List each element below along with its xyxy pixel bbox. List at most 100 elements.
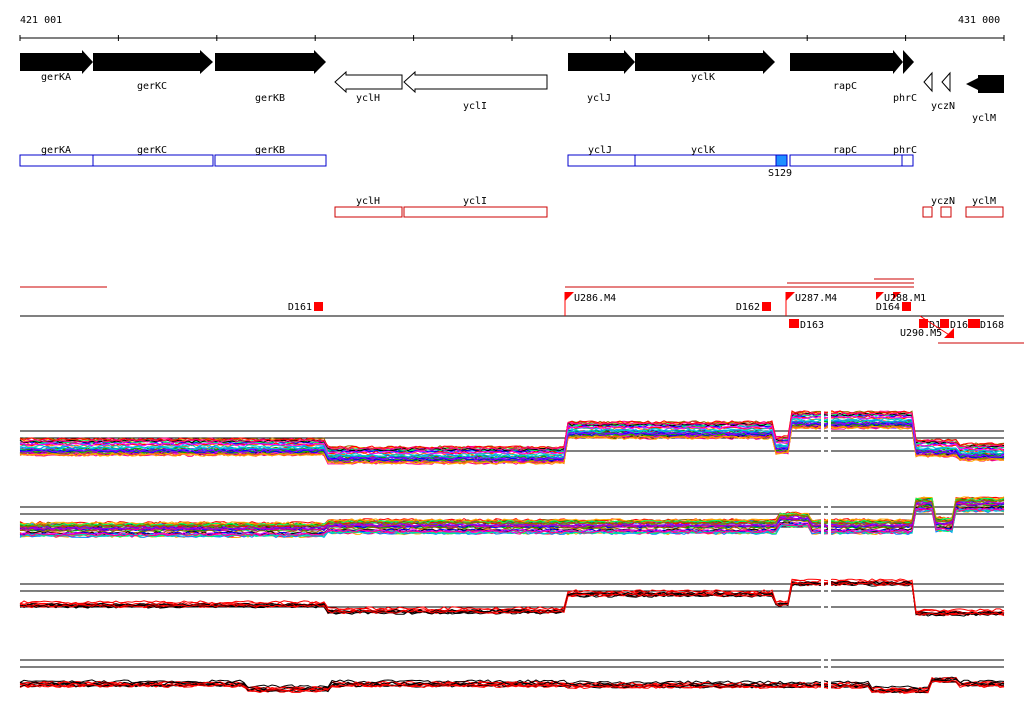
blue-label-rapC: rapC bbox=[833, 145, 857, 156]
expression-line bbox=[20, 421, 1005, 461]
gene-arrow-yclM[interactable] bbox=[966, 75, 1004, 93]
blue-annotation-track: gerKA gerKC gerKB yclJ yclK rapC phrC S1… bbox=[19, 145, 917, 179]
red-box-yclM[interactable] bbox=[965, 206, 1004, 218]
gene-label-yclM: yclM bbox=[972, 113, 996, 124]
coord-start-label: 421 001 bbox=[20, 15, 62, 26]
gene-arrow-yczN-b[interactable] bbox=[941, 71, 951, 93]
red-box-yclH[interactable] bbox=[334, 206, 403, 218]
gene-arrow-rapC[interactable] bbox=[790, 50, 903, 74]
marker-D163[interactable] bbox=[789, 319, 799, 328]
coord-end-label: 431 000 bbox=[958, 15, 1000, 26]
label-D168: D168 bbox=[980, 320, 1004, 331]
gene-arrow-yczN-a[interactable] bbox=[923, 71, 933, 93]
expression-line bbox=[19, 580, 1005, 615]
track-4 bbox=[19, 655, 1005, 705]
gap-marker bbox=[821, 570, 824, 620]
track-2 bbox=[19, 480, 1005, 548]
gene-arrow-gerKC[interactable] bbox=[93, 50, 213, 74]
gap-marker bbox=[828, 655, 831, 705]
gene-arrow-yclH[interactable] bbox=[334, 70, 403, 94]
gap-marker bbox=[828, 480, 831, 548]
gene-track bbox=[20, 50, 1004, 94]
blue-box-rapC[interactable] bbox=[789, 154, 903, 167]
blue-box-yclJ[interactable] bbox=[567, 154, 636, 167]
expression-line bbox=[19, 411, 1005, 451]
expression-line bbox=[19, 425, 1005, 465]
track-1 bbox=[19, 395, 1005, 465]
blue-label-phrC: phrC bbox=[893, 145, 917, 156]
gene-arrow-gerKB[interactable] bbox=[215, 50, 326, 74]
red-box-yczN-a[interactable] bbox=[922, 206, 933, 218]
marker-D16[interactable] bbox=[940, 319, 949, 328]
gene-label-phrC: phrC bbox=[893, 93, 917, 104]
blue-label-yclJ: yclJ bbox=[588, 145, 612, 156]
expression-line bbox=[19, 582, 1005, 616]
expression-line bbox=[19, 680, 1005, 694]
gene-arrow-yclI[interactable] bbox=[403, 70, 548, 94]
flag-cluster-a[interactable] bbox=[876, 292, 884, 300]
gene-label-yclJ: yclJ bbox=[587, 93, 611, 104]
marker-D168[interactable] bbox=[968, 319, 980, 328]
label-U287: U287.M4 bbox=[795, 293, 837, 304]
label-U288: U288.M1 bbox=[884, 293, 926, 304]
expression-line bbox=[19, 410, 1005, 450]
expression-line bbox=[20, 504, 1005, 534]
label-U286: U286.M4 bbox=[574, 293, 616, 304]
blue-label-S129: S129 bbox=[768, 168, 792, 179]
gene-label-gerKA: gerKA bbox=[41, 72, 71, 83]
gap-marker bbox=[821, 395, 824, 465]
flag-U290[interactable] bbox=[944, 328, 954, 338]
gene-label-yclK: yclK bbox=[691, 72, 715, 83]
flag-U286[interactable] bbox=[565, 292, 574, 301]
flag-cluster-b[interactable] bbox=[893, 292, 901, 300]
gene-arrow-yclK[interactable] bbox=[635, 50, 775, 74]
blue-label-yclK: yclK bbox=[691, 145, 715, 156]
gap-marker bbox=[828, 395, 831, 465]
marker-D164[interactable] bbox=[902, 302, 911, 311]
label-D16: D16 bbox=[950, 320, 968, 331]
marker-D162[interactable] bbox=[762, 302, 771, 311]
marker-D161[interactable] bbox=[314, 302, 323, 311]
expression-line bbox=[19, 507, 1005, 537]
expression-line bbox=[19, 419, 1005, 459]
expression-line bbox=[19, 497, 1005, 527]
gene-labels: gerKA gerKC gerKB yclH yclI yclJ yclK ra… bbox=[41, 72, 996, 124]
blue-label-gerKB: gerKB bbox=[255, 145, 285, 156]
flag-U287[interactable] bbox=[786, 292, 795, 301]
gene-label-yclH: yclH bbox=[356, 93, 380, 104]
gap-marker bbox=[828, 570, 831, 620]
gene-label-yclI: yclI bbox=[463, 101, 487, 112]
red-box-yclI[interactable] bbox=[403, 206, 548, 218]
red-label-yclH: yclH bbox=[356, 196, 380, 207]
blue-box-S129[interactable] bbox=[775, 154, 788, 167]
red-label-yclM: yclM bbox=[972, 196, 996, 207]
blue-label-gerKC: gerKC bbox=[137, 145, 167, 156]
expression-line bbox=[19, 676, 1005, 692]
track-3 bbox=[19, 570, 1005, 620]
expression-line bbox=[19, 581, 1005, 616]
blue-box-gerKA[interactable] bbox=[19, 154, 94, 167]
expression-line bbox=[19, 578, 1005, 613]
label-D162: D162 bbox=[736, 302, 760, 313]
gene-label-gerKC: gerKC bbox=[137, 81, 167, 92]
blue-box-gerKC[interactable] bbox=[92, 154, 214, 167]
feature-track: D161 U286.M4 D162 U287.M4 D163 D164 U288… bbox=[20, 278, 1024, 344]
gene-arrow-yclJ[interactable] bbox=[568, 50, 635, 74]
expression-line bbox=[19, 415, 1005, 455]
red-label-yclI: yclI bbox=[463, 196, 487, 207]
expression-tracks bbox=[19, 395, 1005, 705]
expression-line bbox=[19, 680, 1005, 694]
label-U290: U290.M5 bbox=[900, 328, 942, 339]
gene-arrow-gerKA[interactable] bbox=[20, 50, 93, 74]
blue-box-gerKB[interactable] bbox=[214, 154, 327, 167]
gap-marker bbox=[821, 480, 824, 548]
marker-D1[interactable] bbox=[919, 319, 928, 328]
expression-line bbox=[19, 501, 1005, 530]
red-label-yczN: yczN bbox=[931, 196, 955, 207]
blue-box-phrC[interactable] bbox=[901, 154, 914, 167]
blue-box-yclK[interactable] bbox=[634, 154, 777, 167]
gene-arrow-phrC[interactable] bbox=[903, 50, 914, 74]
gene-label-yczN: yczN bbox=[931, 101, 955, 112]
red-box-yczN-b[interactable] bbox=[940, 206, 952, 218]
